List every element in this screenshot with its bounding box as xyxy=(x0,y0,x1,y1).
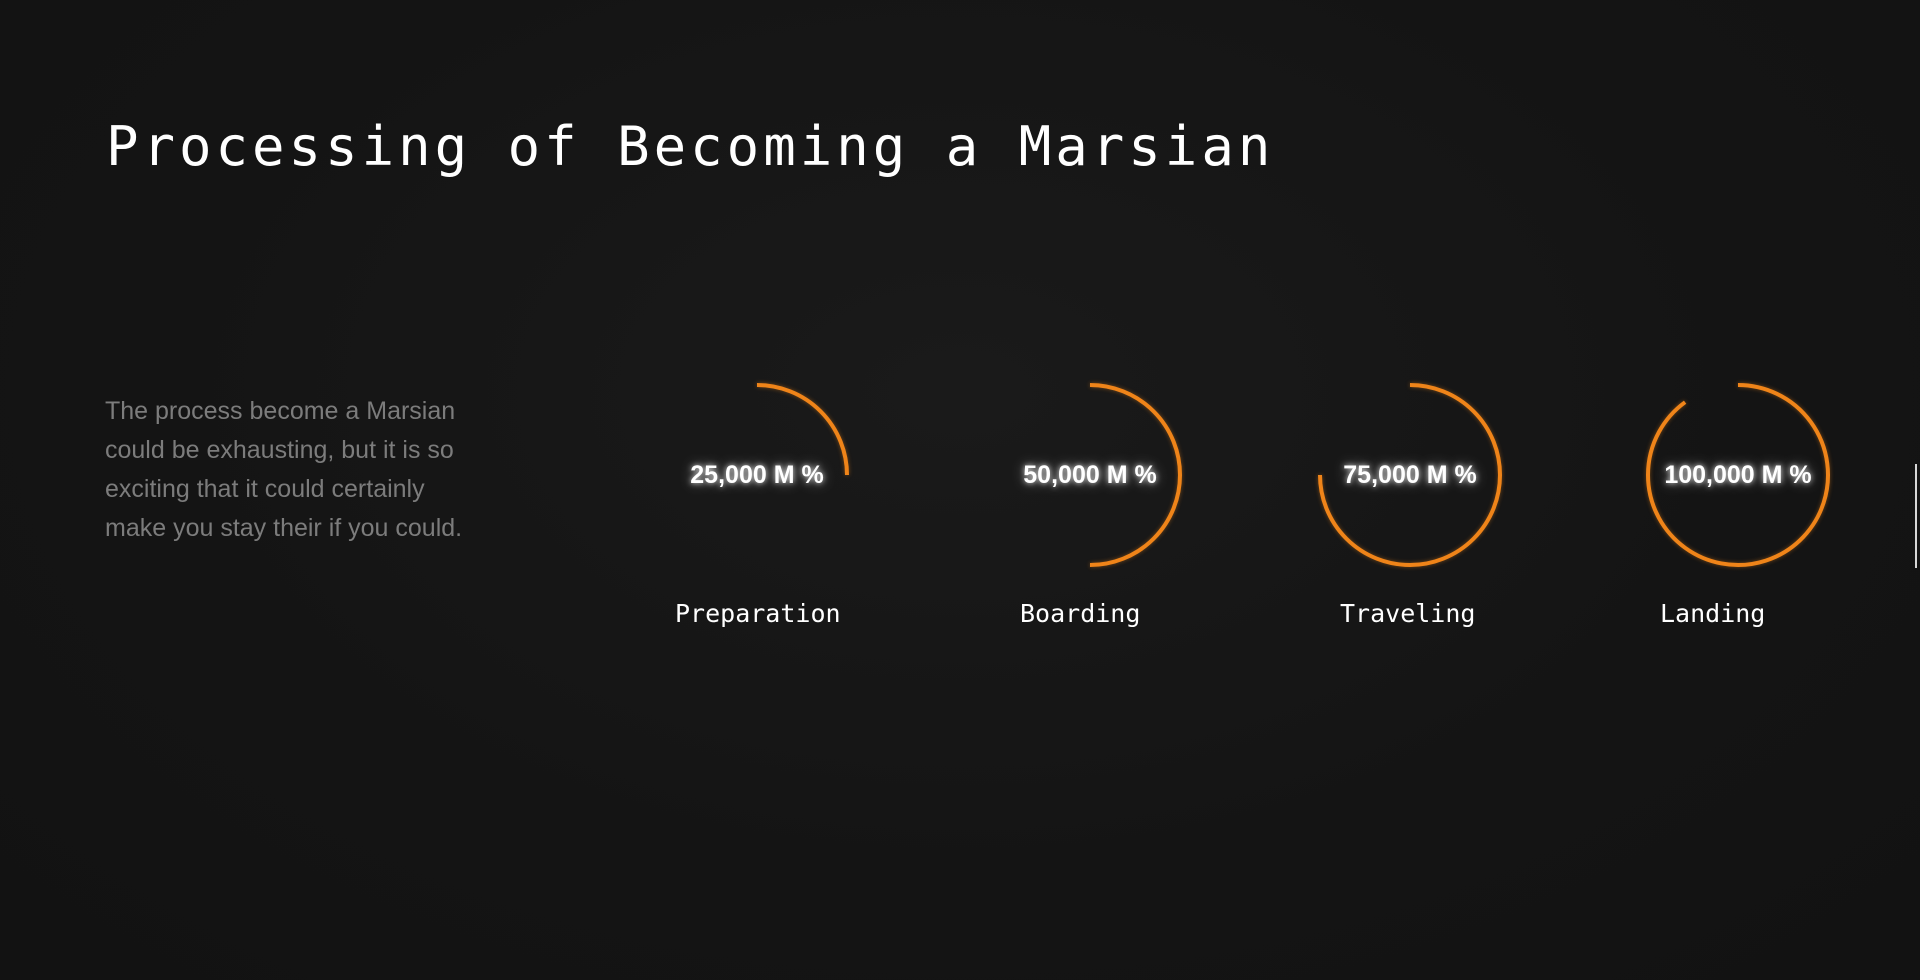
progress-arc xyxy=(756,383,849,476)
intro-description: The process become a Marsian could be ex… xyxy=(105,397,463,542)
stage-value: 25,000 M % xyxy=(690,461,824,489)
progress-arc xyxy=(1089,383,1182,567)
progress-arc xyxy=(1318,383,1502,567)
stage-label: Boarding xyxy=(1020,599,1141,628)
stage-value: 75,000 M % xyxy=(1343,461,1477,489)
progress-arc xyxy=(1646,383,1831,567)
progress-ring xyxy=(1318,383,1502,567)
stage-label: Preparation xyxy=(675,599,841,628)
progress-ring xyxy=(1089,383,1182,567)
progress-ring xyxy=(1646,383,1831,567)
stage-value: 100,000 M % xyxy=(1664,461,1812,489)
stage-value: 50,000 M % xyxy=(1023,461,1157,489)
stage-label: Landing xyxy=(1660,599,1766,628)
progress-ring xyxy=(756,383,849,476)
stage-label: Traveling xyxy=(1340,599,1476,628)
scrollbar-thumb[interactable] xyxy=(1915,464,1917,568)
page-title: Processing of Becoming a Marsian xyxy=(106,115,1275,178)
